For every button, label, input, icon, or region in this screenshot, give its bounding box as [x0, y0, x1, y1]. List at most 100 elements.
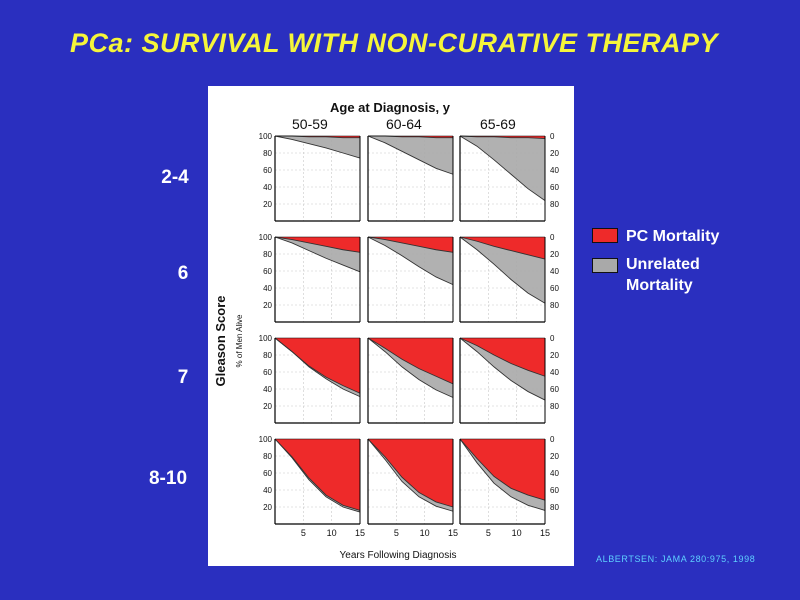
plot-panel	[367, 337, 454, 424]
y-tick-left-label: 20	[263, 503, 272, 512]
survival-line	[274, 236, 361, 273]
row-label-8-10: 8-10	[148, 468, 188, 489]
y-tick-left-label: 60	[263, 166, 272, 175]
pc-mortality-area	[275, 338, 360, 394]
y-tick-left-label: 100	[259, 435, 273, 444]
y-tick-left-label: 20	[263, 301, 272, 310]
unrelated-mortality-area	[368, 338, 453, 398]
column-label-65-69: 65-69	[480, 116, 516, 132]
pc-survival-line	[459, 438, 546, 501]
y-tick-right-label: 20	[550, 351, 559, 360]
y-tick-left-label: 40	[263, 284, 272, 293]
plot-panel	[367, 135, 454, 222]
legend-label-pc: PC Mortality	[626, 228, 720, 245]
plot-panel	[274, 135, 361, 222]
chart-panel: Age at Diagnosis, y 50-59 60-64 65-69 Gl…	[208, 86, 574, 566]
y-tick-left-label: 60	[263, 267, 272, 276]
plot-panel	[459, 236, 546, 323]
survival-line	[459, 135, 546, 201]
y-tick-right-label: 60	[550, 385, 559, 394]
pc-survival-line	[459, 236, 546, 260]
row-header: Gleason Score	[213, 295, 228, 386]
x-tick-label: 10	[512, 528, 522, 538]
column-label-50-59: 50-59	[292, 116, 328, 132]
column-header: Age at Diagnosis, y	[330, 100, 451, 115]
plot-panel	[274, 337, 361, 424]
plot-panel	[459, 135, 546, 222]
y-tick-left-label: 80	[263, 250, 272, 259]
pc-mortality-area	[368, 338, 453, 384]
y-tick-right-label: 60	[550, 486, 559, 495]
survival-line	[274, 438, 361, 513]
y-tick-left-label: 60	[263, 368, 272, 377]
y-axis-label: % of Men Alive	[235, 314, 244, 367]
y-tick-left-label: 60	[263, 469, 272, 478]
y-tick-right-label: 20	[550, 452, 559, 461]
legend-swatch-unrelated	[592, 258, 618, 273]
y-tick-left-label: 40	[263, 486, 272, 495]
column-label-60-64: 60-64	[386, 116, 422, 132]
pc-survival-line	[274, 337, 361, 394]
y-tick-left-label: 40	[263, 183, 272, 192]
legend-swatch-pc	[592, 228, 618, 243]
x-tick-label: 15	[540, 528, 550, 538]
y-tick-left-label: 40	[263, 385, 272, 394]
y-tick-left-label: 100	[259, 334, 273, 343]
plot-panel	[367, 438, 454, 525]
y-tick-right-label: 0	[550, 233, 555, 242]
survival-line	[367, 135, 454, 175]
x-tick-label: 5	[394, 528, 399, 538]
plot-panel	[274, 236, 361, 323]
pc-survival-line	[459, 337, 546, 377]
y-tick-right-label: 60	[550, 284, 559, 293]
pc-survival-line	[274, 438, 361, 511]
pc-mortality-area	[460, 439, 545, 501]
legend-label-unrelated-1: Unrelated	[626, 256, 700, 273]
y-tick-right-label: 80	[550, 503, 559, 512]
unrelated-mortality-area	[275, 136, 360, 159]
y-tick-right-label: 20	[550, 149, 559, 158]
x-tick-label: 10	[327, 528, 337, 538]
y-tick-left-label: 80	[263, 351, 272, 360]
x-tick-label: 10	[420, 528, 430, 538]
y-tick-right-label: 40	[550, 368, 559, 377]
y-tick-right-label: 60	[550, 183, 559, 192]
unrelated-mortality-area	[275, 338, 360, 397]
pc-mortality-area	[275, 439, 360, 511]
pc-survival-line	[459, 135, 546, 139]
unrelated-mortality-area	[460, 237, 545, 304]
y-tick-right-label: 0	[550, 334, 555, 343]
pc-survival-line	[367, 236, 454, 253]
plot-panel	[274, 438, 361, 525]
y-tick-right-label: 0	[550, 132, 555, 141]
pc-survival-line	[367, 337, 454, 385]
x-tick-label: 5	[486, 528, 491, 538]
pc-survival-line	[274, 236, 361, 253]
row-label-2-4: 2-4	[161, 167, 189, 188]
survival-line	[459, 236, 546, 304]
survival-line	[367, 337, 454, 398]
y-tick-left-label: 100	[259, 132, 273, 141]
row-label-7: 7	[177, 367, 189, 388]
plot-panel	[459, 337, 546, 424]
plot-panel	[459, 438, 546, 525]
y-tick-right-label: 40	[550, 469, 559, 478]
slide-title: PCa: SURVIVAL WITH NON-CURATIVE THERAPY	[70, 28, 719, 58]
survival-line	[459, 438, 546, 511]
x-tick-label: 15	[448, 528, 458, 538]
y-tick-left-label: 80	[263, 452, 272, 461]
plot-panel	[367, 236, 454, 323]
y-tick-right-label: 80	[550, 402, 559, 411]
citation: ALBERTSEN: JAMA 280:975, 1998	[596, 554, 756, 564]
x-axis-label: Years Following Diagnosis	[340, 550, 457, 561]
pc-mortality-area	[368, 439, 453, 507]
legend-label-unrelated-2: Mortality	[626, 277, 693, 294]
y-tick-right-label: 20	[550, 250, 559, 259]
survival-line	[459, 337, 546, 401]
survival-line	[274, 135, 361, 159]
survival-chart: Age at Diagnosis, y 50-59 60-64 65-69 Gl…	[213, 100, 559, 561]
unrelated-mortality-area	[460, 338, 545, 401]
y-tick-right-label: 40	[550, 166, 559, 175]
unrelated-mortality-area	[460, 136, 545, 201]
x-tick-label: 15	[355, 528, 365, 538]
